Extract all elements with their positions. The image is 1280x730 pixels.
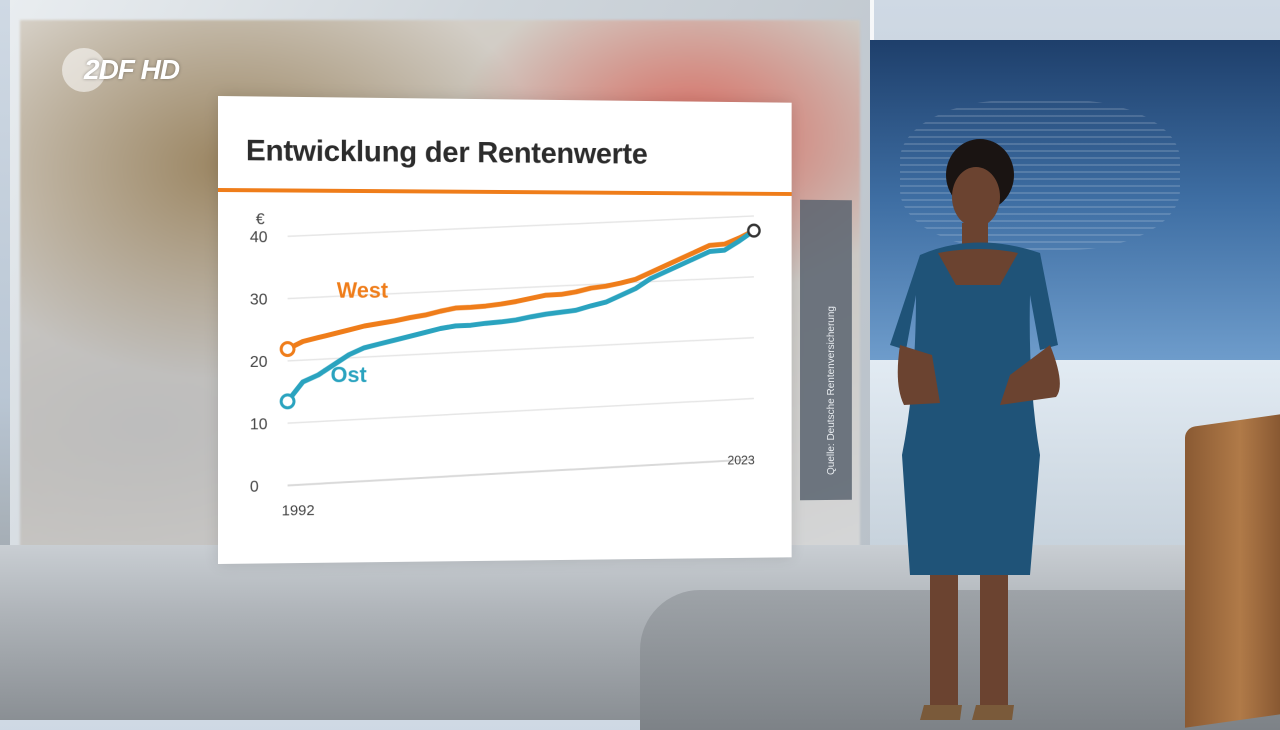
y-tick-label: 40 <box>250 229 268 246</box>
series-start-point-west <box>281 343 294 356</box>
studio-desk <box>1185 412 1280 728</box>
series-end-point <box>748 225 759 237</box>
y-axis-ticks: 0 10 20 30 40 <box>250 229 268 496</box>
line-chart: 0 10 20 30 40 € West Ost 1992 2023 <box>250 196 792 519</box>
source-note: Quelle: Deutsche Rentenversicherung <box>826 306 837 475</box>
logo-circle-icon <box>62 48 106 92</box>
chart-panel: Entwicklung der Rentenwerte 0 10 20 30 40 € … <box>218 96 792 564</box>
y-tick-label: 10 <box>250 416 268 433</box>
series-start-point-ost <box>281 395 294 408</box>
x-end-label: 2023 <box>727 453 754 468</box>
presenter-figure <box>890 139 1060 720</box>
chart-series <box>281 222 759 408</box>
series-label-west: West <box>337 278 389 303</box>
x-start-label: 1992 <box>282 502 315 519</box>
series-labels: West Ost <box>331 278 389 388</box>
logo-text: 2DF HD <box>84 54 180 85</box>
series-label-ost: Ost <box>331 362 368 387</box>
title-rule <box>218 188 792 196</box>
chart-title: Entwicklung der Rentenwerte <box>245 134 648 171</box>
y-tick-label: 20 <box>250 354 268 371</box>
y-axis-unit: € <box>256 211 265 228</box>
y-tick-label: 30 <box>250 292 268 309</box>
gridline-40 <box>288 213 754 238</box>
gridline-0 <box>288 459 754 485</box>
gridline-10 <box>288 398 754 423</box>
zdf-hd-logo: 2DF HD <box>58 48 180 92</box>
y-tick-label: 0 <box>250 479 259 496</box>
